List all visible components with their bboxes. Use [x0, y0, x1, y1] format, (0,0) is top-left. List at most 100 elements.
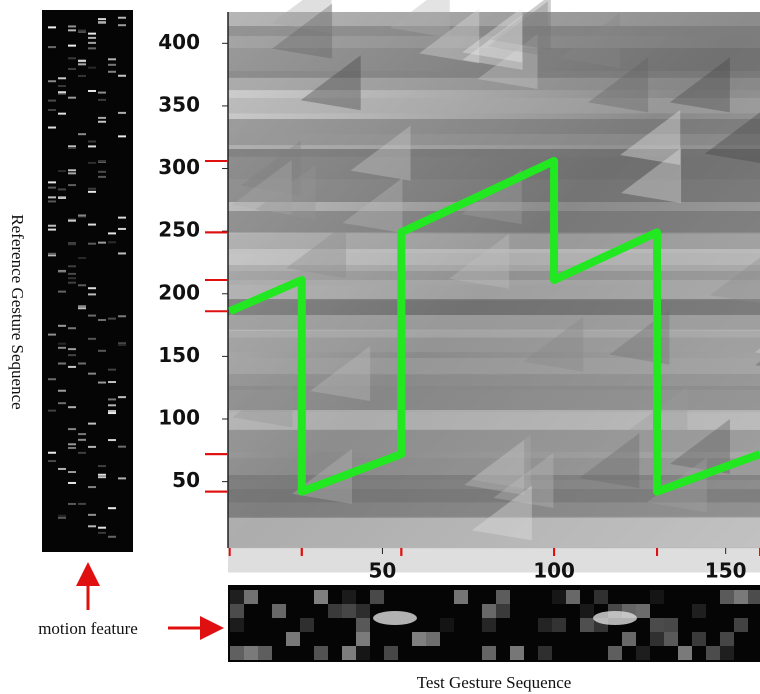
feature-cell — [706, 646, 720, 660]
heatmap-wedge — [419, 8, 480, 64]
feature-cell — [118, 343, 126, 346]
feature-cell — [692, 604, 706, 618]
feature-cell — [68, 184, 76, 187]
feature-cell — [650, 618, 664, 632]
heatmap-band — [228, 299, 760, 330]
feature-cell — [426, 632, 440, 646]
heatmap-band — [228, 458, 760, 480]
feature-cell — [68, 44, 76, 47]
feature-cell — [78, 29, 86, 32]
heatmap-wedge — [704, 112, 760, 163]
feature-cell — [244, 590, 258, 604]
feature-cell — [98, 120, 106, 123]
x-axis-label: Test Gesture Sequence — [417, 673, 572, 692]
heatmap-band — [228, 430, 760, 452]
feature-cell — [636, 646, 650, 660]
feature-cell — [230, 618, 244, 632]
feature-cell — [78, 133, 86, 136]
feature-cell — [58, 197, 66, 200]
feature-cell — [88, 293, 96, 296]
feature-cell — [48, 451, 56, 454]
feature-cell — [356, 618, 370, 632]
feature-cell — [118, 396, 126, 399]
feature-peak — [373, 611, 417, 625]
feature-cell — [230, 646, 244, 660]
feature-cell — [482, 604, 496, 618]
feature-cell — [720, 590, 734, 604]
feature-cell — [720, 632, 734, 646]
feature-cell — [48, 224, 56, 227]
y-tick-label: 200 — [158, 280, 200, 304]
feature-cell — [300, 618, 314, 632]
heatmap-wedge — [754, 361, 760, 366]
feature-cell — [440, 618, 454, 632]
feature-cell — [108, 63, 116, 66]
feature-cell — [356, 604, 370, 618]
feature-cell — [98, 18, 106, 21]
heatmap-wedge — [272, 3, 333, 59]
feature-cell — [580, 618, 594, 632]
feature-cell — [48, 99, 56, 102]
feature-cell — [88, 187, 96, 190]
heatmap-band — [228, 547, 760, 573]
heatmap-band — [228, 249, 760, 272]
feature-cell — [88, 32, 96, 35]
feature-cell — [78, 307, 86, 310]
feature-cell — [48, 196, 56, 199]
feature-cell — [68, 502, 76, 505]
feature-cell — [68, 272, 76, 275]
feature-cell — [48, 26, 56, 29]
feature-cell — [58, 346, 66, 349]
feature-cell — [48, 460, 56, 463]
feature-cell — [88, 41, 96, 44]
feature-cell — [68, 68, 76, 71]
feature-peak — [593, 611, 637, 625]
feature-cell — [98, 319, 106, 322]
feature-cell — [68, 443, 76, 446]
heatmap-band — [228, 98, 760, 114]
feature-cell — [328, 604, 342, 618]
feature-cell — [88, 486, 96, 489]
feature-cell — [286, 632, 300, 646]
feature-cell — [108, 439, 116, 442]
feature-cell — [118, 24, 126, 27]
feature-cell — [580, 604, 594, 618]
feature-cell — [98, 170, 106, 173]
feature-cell — [356, 646, 370, 660]
feature-cell — [48, 109, 56, 112]
heatmap-wedge — [300, 55, 361, 111]
heatmap-wedge — [471, 485, 532, 541]
reference-feature-texture — [48, 16, 126, 538]
feature-cell — [108, 70, 116, 73]
feature-cell — [108, 410, 116, 413]
heatmap-wedge — [493, 452, 554, 508]
feature-cell — [342, 590, 356, 604]
feature-cell — [88, 513, 96, 516]
feature-cell — [78, 257, 86, 260]
feature-cell — [636, 604, 650, 618]
feature-cell — [58, 362, 66, 365]
feature-cell — [384, 646, 398, 660]
feature-cell — [68, 169, 76, 172]
feature-cell — [594, 590, 608, 604]
heatmap-band — [228, 358, 760, 375]
feature-cell — [88, 140, 96, 143]
heatmap-band — [228, 315, 760, 338]
feature-cell — [58, 170, 66, 173]
feature-cell — [108, 404, 116, 407]
feature-cell — [108, 381, 116, 384]
feature-cell — [98, 465, 106, 468]
y-tick-label: 250 — [158, 218, 200, 242]
feature-cell — [48, 378, 56, 381]
feature-cell — [48, 228, 56, 231]
feature-cell — [98, 476, 106, 479]
feature-cell — [68, 146, 76, 149]
heatmap-wedge — [350, 125, 411, 181]
feature-cell — [58, 514, 66, 517]
feature-cell — [88, 242, 96, 245]
feature-cell — [88, 372, 96, 375]
feature-cell — [98, 21, 106, 24]
heatmap-texture — [228, 0, 760, 573]
feature-cell — [108, 535, 116, 538]
